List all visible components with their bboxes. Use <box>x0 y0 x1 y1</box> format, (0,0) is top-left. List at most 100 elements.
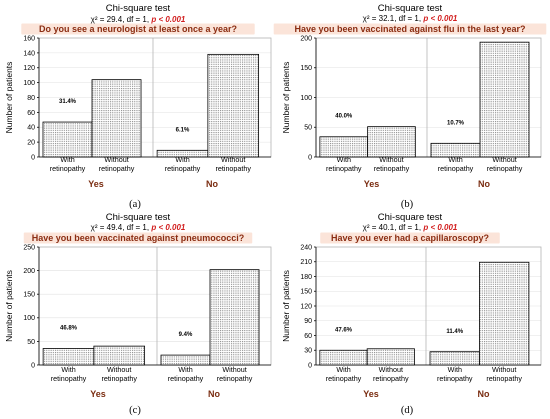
question-highlight <box>320 232 500 244</box>
group-label-no: No <box>478 389 490 399</box>
group-label-yes: Yes <box>90 389 106 399</box>
category-label: Without <box>222 365 246 374</box>
category-label: retinopathy <box>326 164 362 173</box>
percentage-label: 6.1% <box>176 127 190 133</box>
category-label: Without <box>104 155 128 164</box>
y-tick-label: 0 <box>308 362 312 369</box>
bar-yes-without <box>366 348 415 366</box>
y-tick-label: 180 <box>300 274 312 281</box>
category-label: Without <box>379 155 403 164</box>
percentage-label: 31.4% <box>59 99 77 105</box>
panel-letter: (a) <box>129 199 141 210</box>
panel-letter: (c) <box>129 405 141 416</box>
percentage-label: 40.0% <box>335 114 353 120</box>
chi-square-stat: χ² = 32.1, df = 1, p < 0.001 <box>363 14 458 23</box>
category-label: retinopathy <box>99 164 135 173</box>
p-value: p < 0.001 <box>422 223 458 232</box>
y-tick-label: 100 <box>23 80 35 87</box>
group-label-no: No <box>208 389 220 399</box>
y-tick-label: 240 <box>300 244 312 251</box>
chi-square-stat: χ² = 29.4, df = 1, p < 0.001 <box>91 15 186 24</box>
y-tick-label: 80 <box>27 95 35 102</box>
y-tick-label: 250 <box>23 244 35 251</box>
category-label: With <box>178 365 192 374</box>
y-axis-label: Number of patients <box>4 270 14 342</box>
category-label: retinopathy <box>486 374 522 383</box>
chi-square-value: χ² = 40.1, df = 1, <box>363 223 424 232</box>
y-axis-label: Number of patients <box>281 270 291 342</box>
percentage-label: 10.7% <box>447 120 465 126</box>
chart-title: Chi-square test <box>106 212 171 223</box>
bar-yes-with <box>319 136 369 158</box>
percentage-label: 11.4% <box>446 329 463 335</box>
category-label: Without <box>492 155 516 164</box>
chi-square-stat: χ² = 40.1, df = 1, p < 0.001 <box>363 223 458 232</box>
category-label: retinopathy <box>50 164 86 173</box>
y-tick-label: 210 <box>300 259 312 266</box>
y-tick-label: 200 <box>23 268 35 275</box>
category-label: retinopathy <box>217 374 253 383</box>
question-highlight <box>23 232 253 244</box>
bar-yes-with <box>42 121 93 158</box>
category-label: retinopathy <box>51 374 87 383</box>
chart-title: Chi-square test <box>378 212 443 223</box>
category-label: retinopathy <box>438 164 474 173</box>
y-tick-label: 120 <box>300 303 312 310</box>
y-tick-label: 100 <box>23 315 35 322</box>
y-tick-label: 60 <box>27 110 35 117</box>
category-label: retinopathy <box>101 374 137 383</box>
bar-no-without <box>479 41 530 158</box>
chi-square-value: χ² = 49.4, df = 1, <box>91 223 152 232</box>
p-value: p < 0.001 <box>150 223 186 232</box>
category-label: With <box>448 155 462 164</box>
category-label: With <box>175 155 189 164</box>
panel-letter: (b) <box>401 199 414 210</box>
category-label: With <box>448 365 462 374</box>
bar-no-without <box>479 261 530 366</box>
group-label-yes: Yes <box>88 179 104 189</box>
bar-yes-without <box>367 126 416 158</box>
category-label: retinopathy <box>168 374 204 383</box>
category-label: retinopathy <box>437 374 473 383</box>
category-label: retinopathy <box>215 164 251 173</box>
category-label: With <box>61 365 75 374</box>
y-tick-label: 140 <box>23 50 35 57</box>
chi-square-stat: χ² = 49.4, df = 1, p < 0.001 <box>91 223 186 232</box>
percentage-label: 47.6% <box>335 327 353 333</box>
category-label: retinopathy <box>487 164 523 173</box>
y-tick-label: 40 <box>27 125 35 132</box>
y-tick-label: 0 <box>308 154 312 161</box>
group-label-yes: Yes <box>363 389 379 399</box>
bar-no-without <box>207 53 260 158</box>
category-label: Without <box>107 365 131 374</box>
y-tick-label: 0 <box>31 362 35 369</box>
y-tick-label: 60 <box>304 333 312 340</box>
y-axis-label: Number of patients <box>281 62 291 134</box>
chart-title: Chi-square test <box>378 3 443 14</box>
p-value: p < 0.001 <box>150 15 186 24</box>
y-tick-label: 150 <box>300 289 312 296</box>
y-tick-label: 200 <box>300 35 312 42</box>
group-label-no: No <box>206 179 218 189</box>
question-highlight <box>273 23 547 35</box>
y-tick-label: 50 <box>304 125 312 132</box>
percentage-label: 9.4% <box>179 332 193 338</box>
y-tick-label: 50 <box>27 339 35 346</box>
y-tick-label: 100 <box>300 95 312 102</box>
category-label: Without <box>492 365 516 374</box>
y-tick-label: 20 <box>27 140 35 147</box>
category-label: retinopathy <box>373 374 409 383</box>
chi-square-value: χ² = 29.4, df = 1, <box>91 15 152 24</box>
category-label: Without <box>379 365 403 374</box>
y-tick-label: 150 <box>23 292 35 299</box>
chart-title: Chi-square test <box>106 3 171 14</box>
chi-square-value: χ² = 32.1, df = 1, <box>363 14 424 23</box>
bar-yes-with <box>319 349 368 366</box>
y-tick-label: 150 <box>300 65 312 72</box>
p-value: p < 0.001 <box>422 14 458 23</box>
